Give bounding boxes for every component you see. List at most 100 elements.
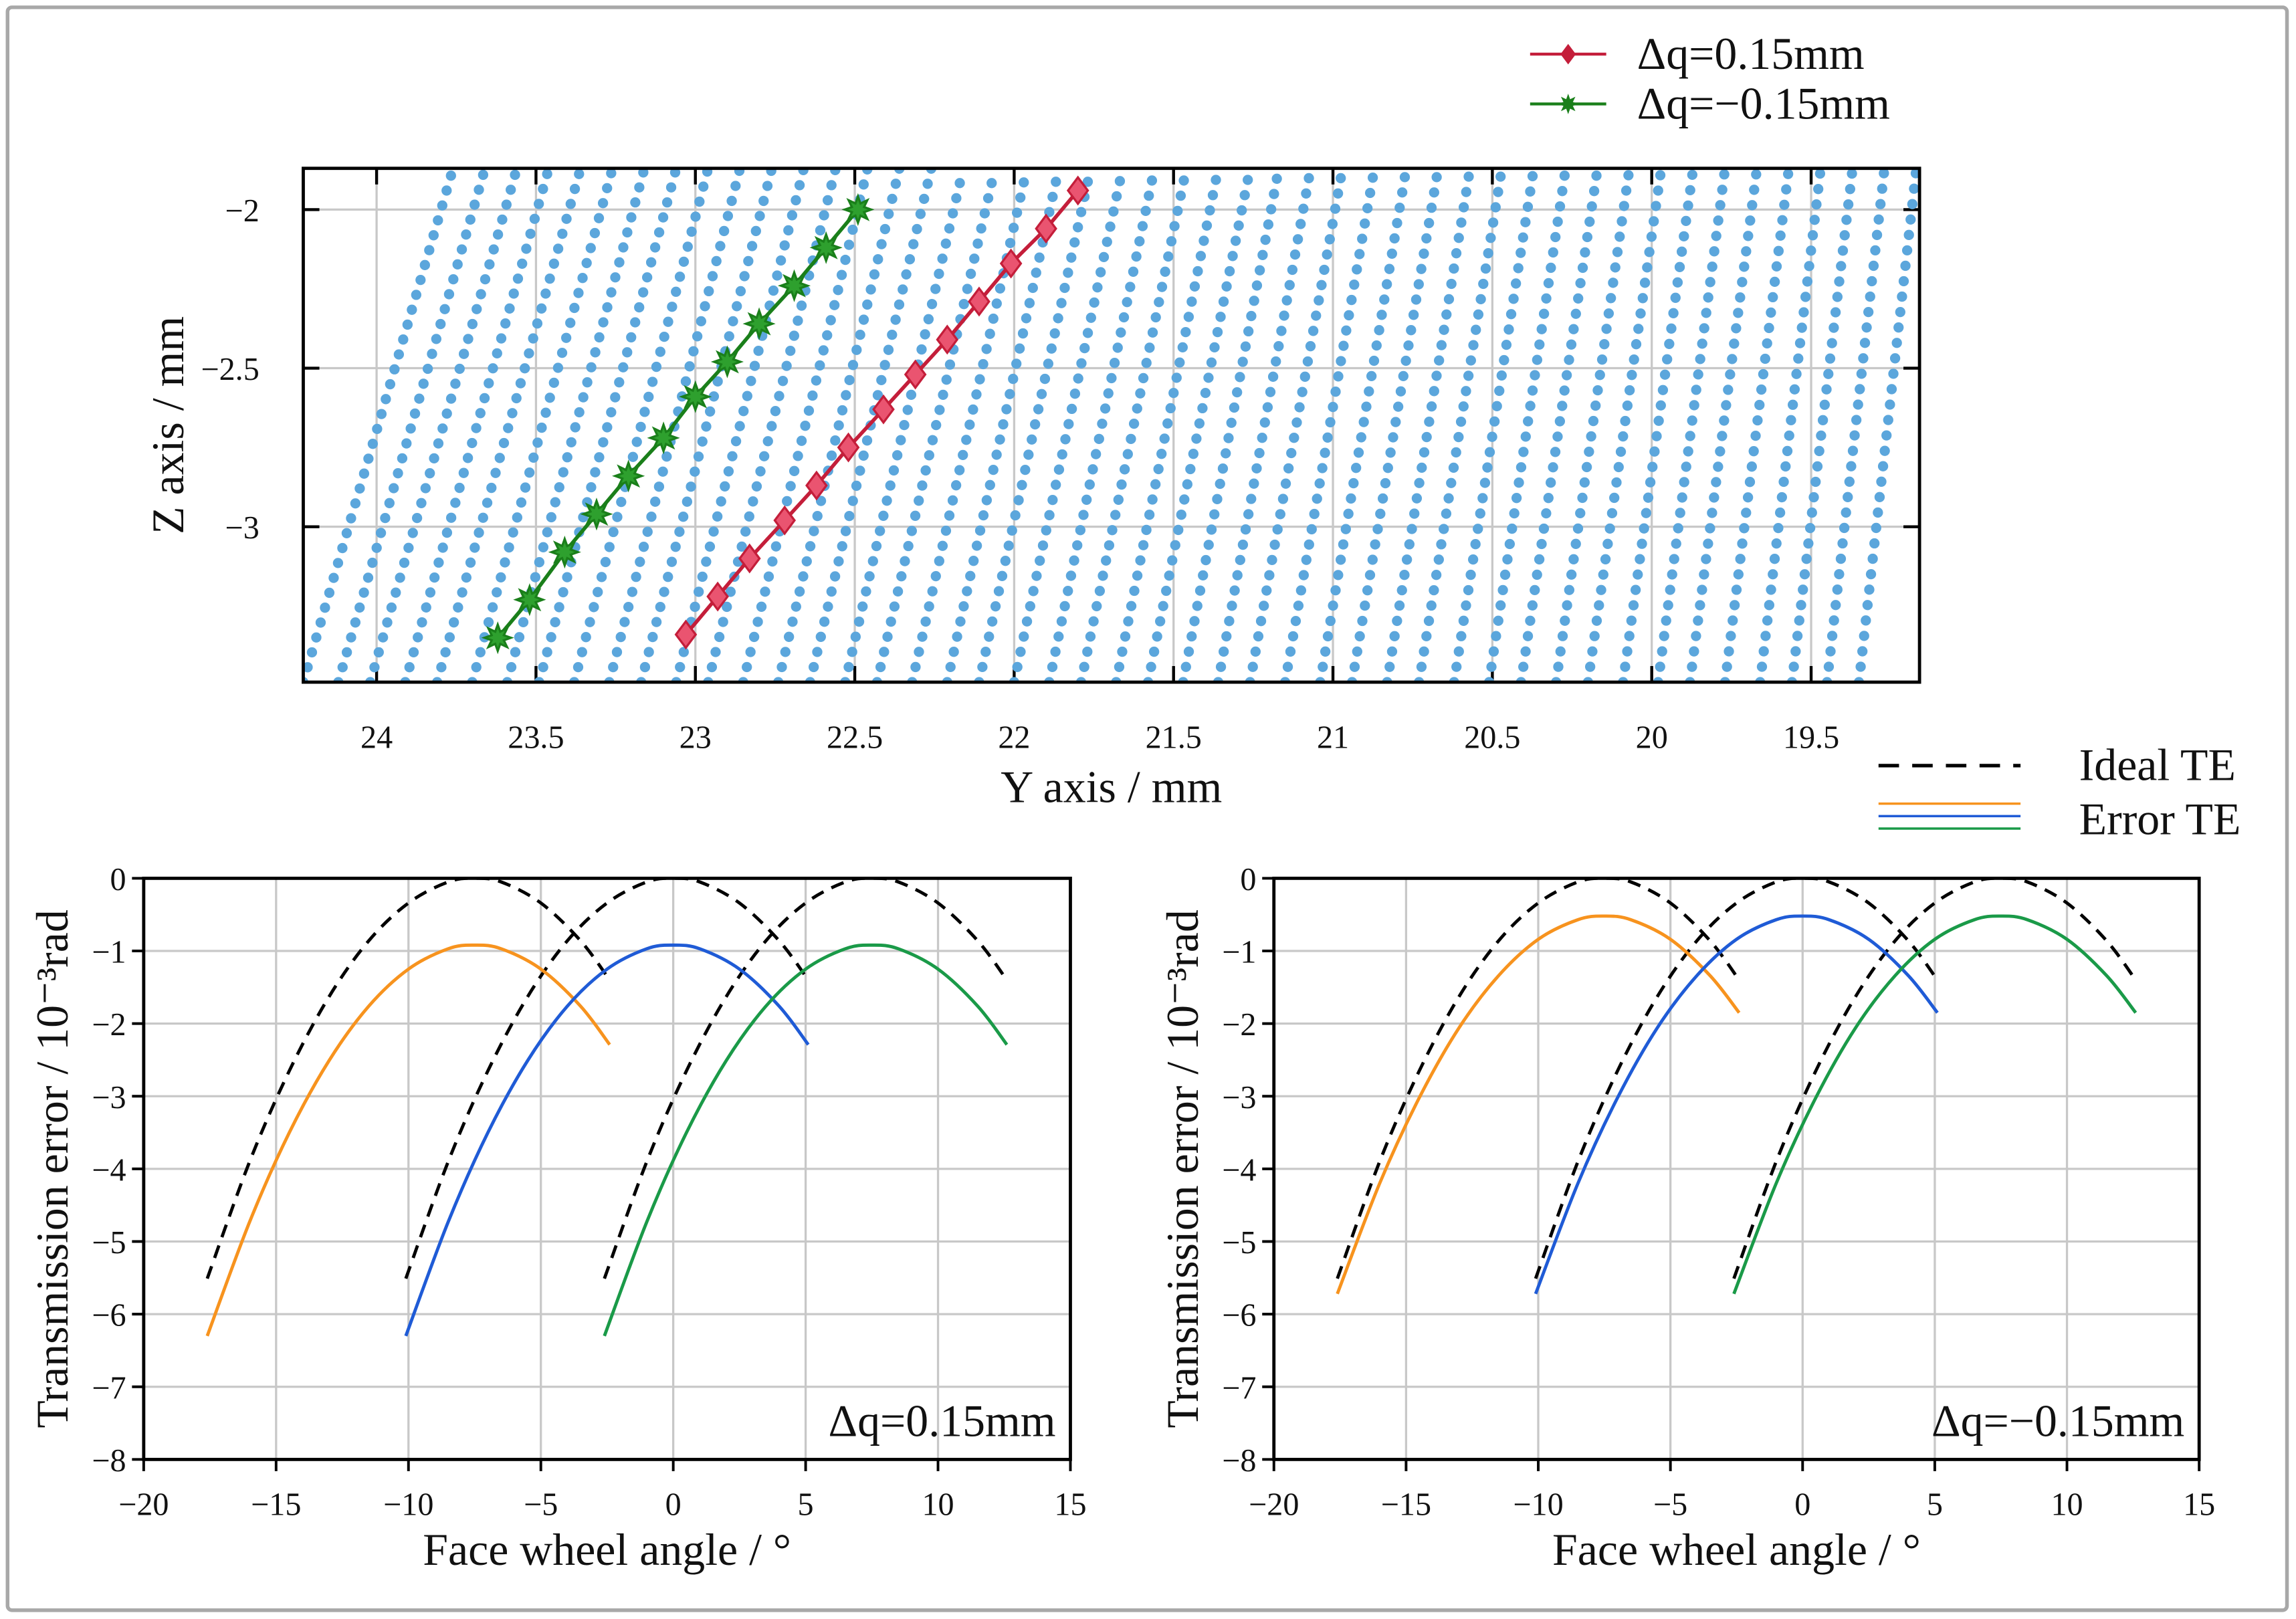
y-axis-label: Z axis / mm [143, 316, 193, 534]
legend-label: Ideal TE [2079, 740, 2236, 790]
marker [710, 345, 744, 379]
marker [706, 581, 729, 612]
mesh-column [1551, 168, 1635, 683]
x-tick-label: 0 [1794, 1487, 1810, 1523]
mesh-column [1142, 168, 1255, 683]
y-tick-label: −4 [1222, 1152, 1256, 1188]
series-line [1336, 914, 1741, 1295]
series-line [603, 943, 1009, 1337]
marker [612, 459, 645, 493]
mesh-column [1414, 168, 1507, 683]
mesh-column [773, 168, 905, 683]
mesh-column [840, 168, 968, 683]
annotation: Δq=0.15mm [829, 1396, 1056, 1446]
x-tick-label: 19.5 [1783, 720, 1839, 756]
marker [968, 286, 990, 317]
mesh-column [1755, 168, 1826, 683]
axes-frame [1272, 876, 2201, 1461]
y-tick-label: −2 [92, 1007, 126, 1043]
y-tick-label: −3 [1222, 1080, 1256, 1115]
y-tick-label: −8 [92, 1443, 126, 1479]
mesh-column [671, 168, 809, 683]
x-tick-label: −10 [383, 1487, 433, 1523]
mesh-column [1653, 168, 1730, 683]
x-tick-label: 21.5 [1146, 720, 1202, 756]
marker [904, 359, 927, 390]
x-tick-label: 22 [998, 720, 1030, 756]
mesh-column [703, 168, 841, 683]
legend-marker [1558, 94, 1579, 114]
x-tick-label: 20.5 [1464, 720, 1520, 756]
y-axis-label: Transmission error / 10⁻³rad [27, 909, 78, 1428]
marker [936, 324, 959, 355]
mesh-column [1315, 168, 1412, 683]
mesh-column [1582, 168, 1667, 683]
x-tick-label: 24 [360, 720, 393, 756]
mesh-column [534, 168, 682, 683]
series-line [205, 878, 1009, 1279]
mesh-column [364, 168, 522, 683]
y-tick-label: 0 [110, 862, 126, 897]
marker [513, 583, 546, 617]
x-tick-label: 22.5 [827, 720, 883, 756]
marker [548, 536, 581, 569]
x-tick-label: −15 [1381, 1487, 1431, 1523]
axes-frame [142, 876, 1072, 1461]
mesh-column [1822, 168, 1890, 683]
mesh-column [1044, 168, 1160, 683]
legend-label: Error TE [2079, 794, 2241, 845]
marker [742, 307, 776, 340]
x-tick-label: −20 [118, 1487, 169, 1523]
mesh-column [1786, 168, 1858, 683]
mesh-column [1009, 168, 1128, 683]
marker [481, 621, 514, 655]
mesh-column [871, 168, 1001, 683]
mesh-column [1719, 168, 1794, 683]
x-tick-label: 10 [922, 1487, 954, 1523]
mesh-column [636, 168, 777, 683]
marker [773, 505, 797, 536]
y-tick-label: −7 [1222, 1370, 1256, 1406]
y-axis-label: Transmission error / 10⁻³rad [1158, 909, 1208, 1428]
y-tick-label: −2 [1222, 1007, 1256, 1043]
x-tick-label: −20 [1249, 1487, 1299, 1523]
mesh-column [1178, 168, 1284, 683]
series-line [1336, 878, 2137, 1279]
y-tick-label: 0 [1240, 862, 1256, 897]
marker [1035, 213, 1057, 244]
marker [805, 470, 828, 501]
x-tick-label: 5 [798, 1487, 814, 1523]
mesh-column [1853, 168, 1920, 683]
x-tick-label: 15 [2183, 1487, 2215, 1523]
y-tick-label: −4 [92, 1152, 126, 1188]
marker [872, 394, 895, 425]
y-tick-label: −5 [1222, 1225, 1256, 1261]
y-tick-label: −2 [225, 193, 259, 229]
mesh-column [400, 168, 554, 683]
mesh-column [1245, 168, 1348, 683]
annotation: Δq=−0.15mm [1932, 1396, 2184, 1446]
x-tick-label: −5 [524, 1487, 558, 1523]
x-tick-label: −15 [251, 1487, 301, 1523]
marker [647, 421, 680, 455]
marker [679, 380, 712, 413]
legend-marker [1560, 43, 1576, 65]
y-tick-label: −6 [92, 1298, 126, 1333]
marker [999, 248, 1023, 279]
y-tick-label: −5 [92, 1225, 126, 1261]
marker [674, 619, 698, 650]
mesh-column [974, 168, 1096, 683]
legend-label: Δq=0.15mm [1637, 29, 1865, 79]
x-tick-label: 20 [1636, 720, 1668, 756]
marker [837, 432, 860, 463]
mesh-column [1516, 168, 1603, 683]
mesh-column [738, 168, 873, 683]
mesh-column [333, 168, 490, 683]
x-tick-label: 5 [1927, 1487, 1943, 1523]
x-axis-label: Y axis / mm [1001, 762, 1222, 813]
mesh-column [1213, 168, 1316, 683]
marker [841, 193, 875, 227]
mesh-column [942, 168, 1064, 683]
y-tick-label: −3 [92, 1080, 126, 1115]
